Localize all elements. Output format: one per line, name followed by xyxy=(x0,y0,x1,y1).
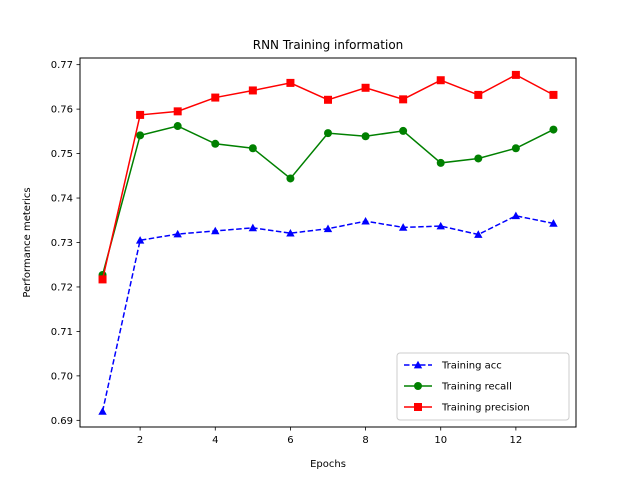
data-point-training-acc xyxy=(549,219,558,227)
data-point-training-recall xyxy=(511,144,520,153)
x-axis-ticks: 2 4 6 8 10 12 xyxy=(137,427,522,446)
data-point-training-recall xyxy=(436,158,445,167)
data-point-training-precision xyxy=(98,275,107,284)
data-point-training-acc xyxy=(511,211,521,220)
legend-box xyxy=(396,352,570,421)
data-point-training-precision xyxy=(286,78,295,87)
data-point-training-recall xyxy=(324,129,332,138)
data-point-training-recall xyxy=(248,144,257,153)
data-point-training-precision xyxy=(173,107,182,116)
data-point-training-recall xyxy=(474,154,483,163)
data-point-training-precision xyxy=(324,95,332,104)
legend-item-training-recall: Training recall xyxy=(404,382,512,393)
y-tick-label: 0.73 xyxy=(51,238,73,249)
data-point-training-precision xyxy=(248,86,257,95)
series-training-acc xyxy=(98,211,558,415)
y-axis-label: Performance meterics xyxy=(22,187,33,297)
data-point-training-acc xyxy=(474,230,483,238)
x-tick-label: 6 xyxy=(287,435,293,446)
data-point-training-precision xyxy=(211,93,220,102)
y-tick-label: 0.77 xyxy=(51,60,73,71)
series-training-recall xyxy=(98,122,558,279)
x-tick-label: 10 xyxy=(434,435,447,446)
data-point-training-precision xyxy=(511,70,520,79)
data-point-training-recall xyxy=(286,174,295,183)
legend-label-training-acc: Training acc xyxy=(441,361,502,372)
legend-label-training-precision: Training precision xyxy=(441,403,530,414)
x-axis-label: Epochs xyxy=(310,459,346,470)
data-point-training-recall xyxy=(211,139,220,148)
data-point-training-recall xyxy=(549,125,558,134)
x-tick-label: 2 xyxy=(137,435,143,446)
legend: Training acc Training recall Training prec… xyxy=(396,352,570,421)
data-point-training-acc xyxy=(436,221,445,230)
data-point-training-acc xyxy=(98,407,107,415)
legend-item-training-precision: Training precision xyxy=(404,403,530,414)
data-point-training-recall xyxy=(136,131,145,140)
data-point-training-acc xyxy=(398,223,408,231)
x-tick-label: 8 xyxy=(362,435,368,446)
series-training-precision xyxy=(98,70,558,284)
data-point-training-precision xyxy=(361,83,370,92)
legend-label-training-recall: Training recall xyxy=(441,382,512,393)
data-point-training-acc xyxy=(286,228,295,237)
chart-title: RNN Training information xyxy=(253,38,404,52)
x-tick-label: 4 xyxy=(212,435,218,446)
data-point-training-acc xyxy=(248,223,258,232)
x-tick-label: 12 xyxy=(510,435,523,446)
data-point-training-acc xyxy=(361,216,370,225)
plot-area xyxy=(98,70,558,415)
legend-marker-training-precision xyxy=(414,403,422,411)
data-point-training-recall xyxy=(173,122,182,131)
data-point-training-precision xyxy=(474,90,483,99)
data-point-training-acc xyxy=(135,236,145,244)
y-tick-label: 0.74 xyxy=(51,194,73,205)
y-tick-label: 0.70 xyxy=(51,371,73,382)
data-point-training-acc xyxy=(323,224,333,233)
y-tick-label: 0.75 xyxy=(51,149,73,160)
data-point-training-recall xyxy=(361,132,370,141)
data-point-training-recall xyxy=(399,126,408,135)
y-axis-ticks: 0.69 0.70 0.71 0.72 0.73 0.74 0.75 0.76 0.77 xyxy=(51,60,80,427)
legend-marker-training-acc xyxy=(413,360,423,369)
data-point-training-precision xyxy=(136,110,145,119)
data-point-training-precision xyxy=(399,95,408,104)
data-point-training-acc xyxy=(211,226,220,235)
data-point-training-precision xyxy=(549,90,558,99)
y-tick-label: 0.72 xyxy=(51,282,73,293)
y-tick-label: 0.69 xyxy=(51,416,73,427)
legend-marker-training-recall xyxy=(414,382,422,390)
y-tick-label: 0.71 xyxy=(51,327,73,338)
data-point-training-precision xyxy=(436,76,445,85)
data-point-training-acc xyxy=(173,229,182,238)
y-tick-label: 0.76 xyxy=(51,105,73,116)
legend-item-training-acc: Training acc xyxy=(404,361,502,372)
